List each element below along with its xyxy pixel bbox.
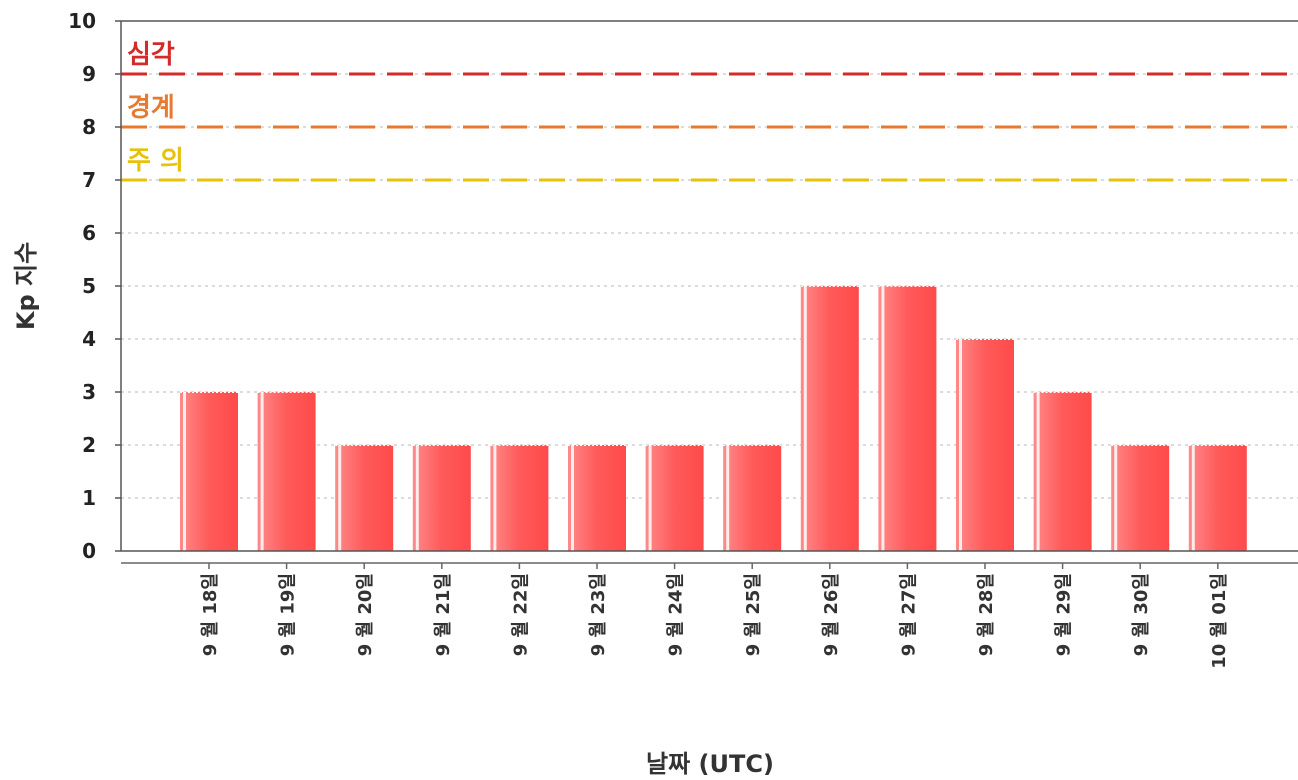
x-tick-label: 9 월 23일 bbox=[588, 573, 609, 656]
bar bbox=[723, 445, 782, 551]
x-tick-label: 10 월 01일 bbox=[1209, 573, 1230, 669]
y-tick-label: 8 bbox=[82, 115, 96, 139]
x-tick-label: 9 월 29일 bbox=[1054, 573, 1075, 656]
bar bbox=[878, 286, 937, 551]
bar bbox=[257, 392, 316, 551]
bar bbox=[335, 445, 394, 551]
y-tick-label: 3 bbox=[82, 380, 96, 404]
y-tick-label: 2 bbox=[82, 433, 96, 457]
x-tick-label: 9 월 28일 bbox=[976, 573, 997, 656]
threshold-label: 주 의 bbox=[127, 146, 184, 176]
y-axis-title: Kp 지수 bbox=[12, 242, 40, 330]
bar-highlight bbox=[183, 392, 186, 551]
bar bbox=[180, 392, 238, 551]
bar bbox=[1033, 392, 1092, 551]
bar bbox=[800, 286, 859, 551]
bar-highlight bbox=[1114, 445, 1118, 551]
bar-highlight bbox=[1191, 445, 1195, 551]
x-tick-label: 9 월 30일 bbox=[1131, 573, 1152, 656]
y-tick-label: 6 bbox=[82, 221, 96, 245]
bar bbox=[956, 339, 1014, 551]
bar-highlight bbox=[338, 445, 342, 551]
bar-highlight bbox=[881, 286, 885, 551]
bar-highlight bbox=[1036, 392, 1040, 551]
y-tick-label: 4 bbox=[82, 327, 96, 351]
x-tick-label: 9 월 19일 bbox=[278, 573, 299, 656]
x-tick-label: 9 월 25일 bbox=[743, 573, 764, 656]
bar-highlight bbox=[571, 445, 574, 551]
bar bbox=[1188, 445, 1247, 551]
x-tick-label: 9 월 24일 bbox=[666, 573, 687, 656]
y-tick-label: 10 bbox=[68, 9, 96, 33]
x-tick-label: 9 월 18일 bbox=[200, 573, 221, 656]
bar-highlight bbox=[648, 445, 652, 551]
bar-highlight bbox=[493, 445, 497, 551]
y-tick-labels: 0 1 2 3 4 5 6 7 8 9 10 bbox=[68, 9, 121, 563]
bar-highlight bbox=[260, 392, 264, 551]
bar bbox=[490, 445, 549, 551]
bar bbox=[412, 445, 471, 551]
x-tick-label: 9 월 27일 bbox=[898, 573, 919, 656]
y-tick-label: 1 bbox=[82, 486, 96, 510]
bar bbox=[568, 445, 626, 551]
threshold-label: 심각 bbox=[127, 40, 175, 70]
x-tick-label: 9 월 22일 bbox=[510, 573, 531, 656]
bar-highlight bbox=[959, 339, 962, 551]
bar-highlight bbox=[803, 286, 807, 551]
x-tick-label: 9 월 26일 bbox=[821, 573, 842, 656]
bar-highlight bbox=[415, 445, 419, 551]
y-tick-label: 7 bbox=[82, 168, 96, 192]
bar-highlight bbox=[726, 445, 730, 551]
bars bbox=[180, 286, 1247, 551]
y-tick-label: 5 bbox=[82, 274, 96, 298]
x-tick-labels: 9 월 18일 9 월 19일 9 월 20일 9 월 21일 9 월 22일 9 월 2… bbox=[200, 563, 1230, 669]
x-tick-label: 9 월 20일 bbox=[355, 573, 376, 656]
bar bbox=[1111, 445, 1170, 551]
y-tick-label: 0 bbox=[82, 539, 96, 563]
x-axis-title: 날짜 (UTC) bbox=[646, 750, 774, 778]
threshold-label: 경계 bbox=[127, 93, 175, 123]
y-tick-label: 9 bbox=[82, 62, 96, 86]
x-tick-label: 9 월 21일 bbox=[433, 573, 454, 656]
bar bbox=[645, 445, 704, 551]
